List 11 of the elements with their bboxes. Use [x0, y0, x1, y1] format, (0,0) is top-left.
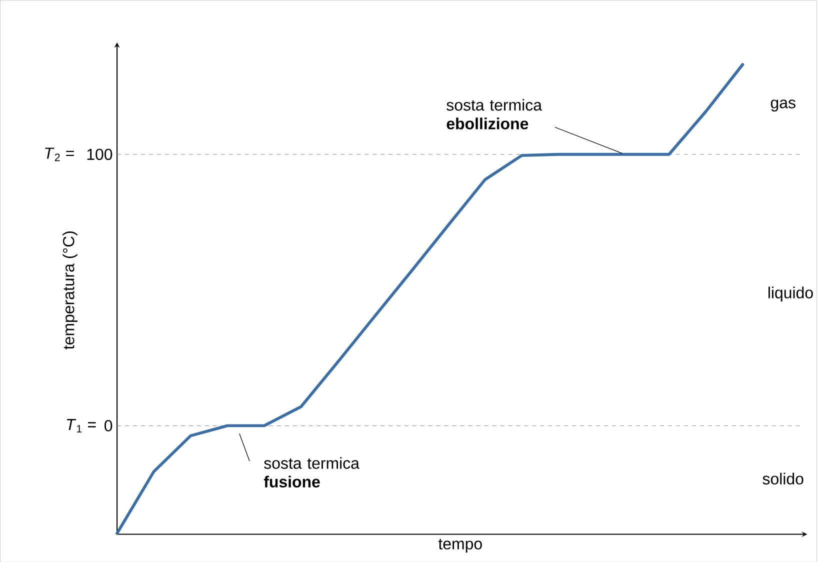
- text: T$_{2}$ =: [45, 147, 74, 161]
- text: solido: [762, 472, 804, 484]
- y-tick-label: 0: [104, 420, 112, 432]
- annotation: sosta termica ebollizione: [446, 98, 542, 130]
- annotation: sosta termica fusione: [264, 456, 360, 488]
- text: T$_{1}$ =: [66, 418, 96, 432]
- y-tick-label: 100: [87, 148, 112, 160]
- x-axis-title: tempo: [438, 538, 482, 552]
- text: liquido: [768, 286, 813, 302]
- y-axis-title: temperatura (°C): [62, 231, 78, 350]
- text: gas: [770, 99, 796, 112]
